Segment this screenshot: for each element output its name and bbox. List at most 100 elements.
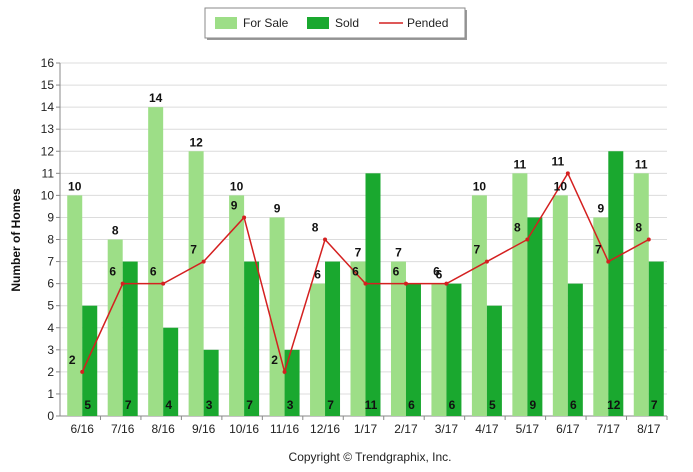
bar-sold	[365, 173, 381, 416]
pended-point	[444, 281, 449, 286]
pended-point	[646, 237, 651, 242]
bar-for-sale	[390, 261, 406, 416]
sold-value-label: 6	[570, 398, 577, 412]
for-sale-value-label: 7	[395, 246, 402, 260]
x-tick-label: 3/17	[435, 422, 459, 436]
bar-for-sale	[67, 195, 83, 416]
sold-value-label: 6	[408, 398, 415, 412]
pended-value-label: 2	[271, 353, 278, 367]
for-sale-value-label: 11	[514, 157, 527, 171]
x-tick-label: 7/17	[597, 422, 621, 436]
bar-sold	[244, 261, 260, 416]
bar-sold	[163, 327, 179, 416]
bar-for-sale	[633, 173, 649, 416]
bar-for-sale	[350, 261, 366, 416]
pended-value-label: 6	[352, 265, 359, 279]
y-tick-label: 2	[47, 365, 54, 379]
sold-value-label: 7	[651, 398, 658, 412]
bars	[67, 107, 664, 416]
for-sale-value-label: 9	[597, 201, 604, 215]
x-tick-label: 9/16	[192, 422, 216, 436]
legend: For Sale Sold Pended	[204, 7, 467, 40]
bar-for-sale	[471, 195, 487, 416]
sold-value-label: 6	[449, 398, 456, 412]
pended-point	[565, 171, 570, 176]
bar-sold	[486, 305, 502, 416]
for-sale-value-label: 11	[635, 157, 648, 171]
pended-value-label: 11	[551, 154, 564, 168]
pended-value-label: 6	[433, 265, 440, 279]
pended-point	[323, 237, 328, 242]
sold-value-label: 7	[246, 398, 253, 412]
legend-label: Pended	[407, 16, 448, 30]
pended-value-label: 8	[514, 221, 521, 235]
sold-value-label: 9	[530, 398, 537, 412]
y-tick-label: 15	[41, 78, 55, 92]
x-tick-label: 5/17	[516, 422, 540, 436]
bar-for-sale	[552, 195, 568, 416]
bar-sold	[527, 217, 543, 416]
x-tick-label: 2/17	[394, 422, 418, 436]
y-axis-label: Number of Homes	[9, 188, 23, 292]
for-sale-value-label: 10	[554, 179, 568, 193]
legend-item-pended: Pended	[379, 16, 448, 30]
bar-for-sale	[188, 151, 204, 416]
sold-value-label: 5	[489, 398, 496, 412]
pended-value-label: 6	[393, 265, 400, 279]
x-tick-label: 6/17	[556, 422, 580, 436]
bar-for-sale	[310, 283, 326, 416]
y-tick-label: 1	[47, 387, 54, 401]
pended-point	[606, 259, 611, 264]
legend-item-for-sale: For Sale	[215, 16, 289, 30]
x-tick-label: 12/16	[310, 422, 340, 436]
legend-swatch	[307, 17, 329, 29]
bar-sold	[648, 261, 664, 416]
sold-value-label: 11	[365, 398, 378, 412]
x-tick-label: 4/17	[475, 422, 499, 436]
y-tick-label: 3	[47, 343, 54, 357]
legend-label: For Sale	[243, 16, 289, 30]
sold-value-label: 12	[607, 398, 621, 412]
legend-box	[204, 7, 466, 39]
for-sale-value-label: 8	[112, 224, 119, 238]
y-tick-label: 4	[47, 321, 54, 335]
for-sale-value-label: 10	[68, 179, 82, 193]
pended-value-label: 9	[231, 198, 238, 212]
sold-value-label: 7	[327, 398, 334, 412]
pended-point	[363, 281, 368, 286]
pended-value-label: 7	[474, 243, 481, 257]
x-tick-label: 1/17	[354, 422, 378, 436]
x-tick-label: 11/16	[270, 422, 299, 436]
pended-point	[201, 259, 206, 264]
sold-value-label: 7	[125, 398, 132, 412]
bar-sold	[567, 283, 583, 416]
x-tick-label: 7/16	[111, 422, 135, 436]
pended-value-label: 8	[635, 221, 642, 235]
sold-value-label: 4	[165, 398, 172, 412]
bar-sold	[203, 349, 219, 416]
bar-sold	[405, 283, 421, 416]
bar-for-sale	[229, 195, 245, 416]
for-sale-value-label: 6	[436, 268, 443, 282]
x-tick-label: 8/17	[637, 422, 661, 436]
pended-line	[80, 171, 651, 375]
pended-point	[403, 281, 408, 286]
for-sale-value-label: 6	[314, 268, 321, 282]
y-tick-label: 6	[47, 277, 54, 291]
for-sale-value-label: 14	[149, 91, 163, 105]
legend-item-sold: Sold	[307, 16, 359, 30]
for-sale-value-label: 10	[473, 179, 487, 193]
bar-for-sale	[148, 107, 164, 416]
pended-point	[242, 215, 247, 220]
bar-sold	[325, 261, 341, 416]
bar-sold	[82, 305, 98, 416]
pended-point	[484, 259, 489, 264]
for-sale-value-label: 9	[274, 201, 281, 215]
pended-value-label: 7	[190, 243, 197, 257]
legend-swatch	[215, 17, 237, 29]
copyright-caption: Copyright © Trendgraphix, Inc.	[289, 450, 452, 464]
x-tick-label: 10/16	[229, 422, 259, 436]
sold-value-label: 3	[287, 398, 294, 412]
bar-sold	[284, 349, 300, 416]
